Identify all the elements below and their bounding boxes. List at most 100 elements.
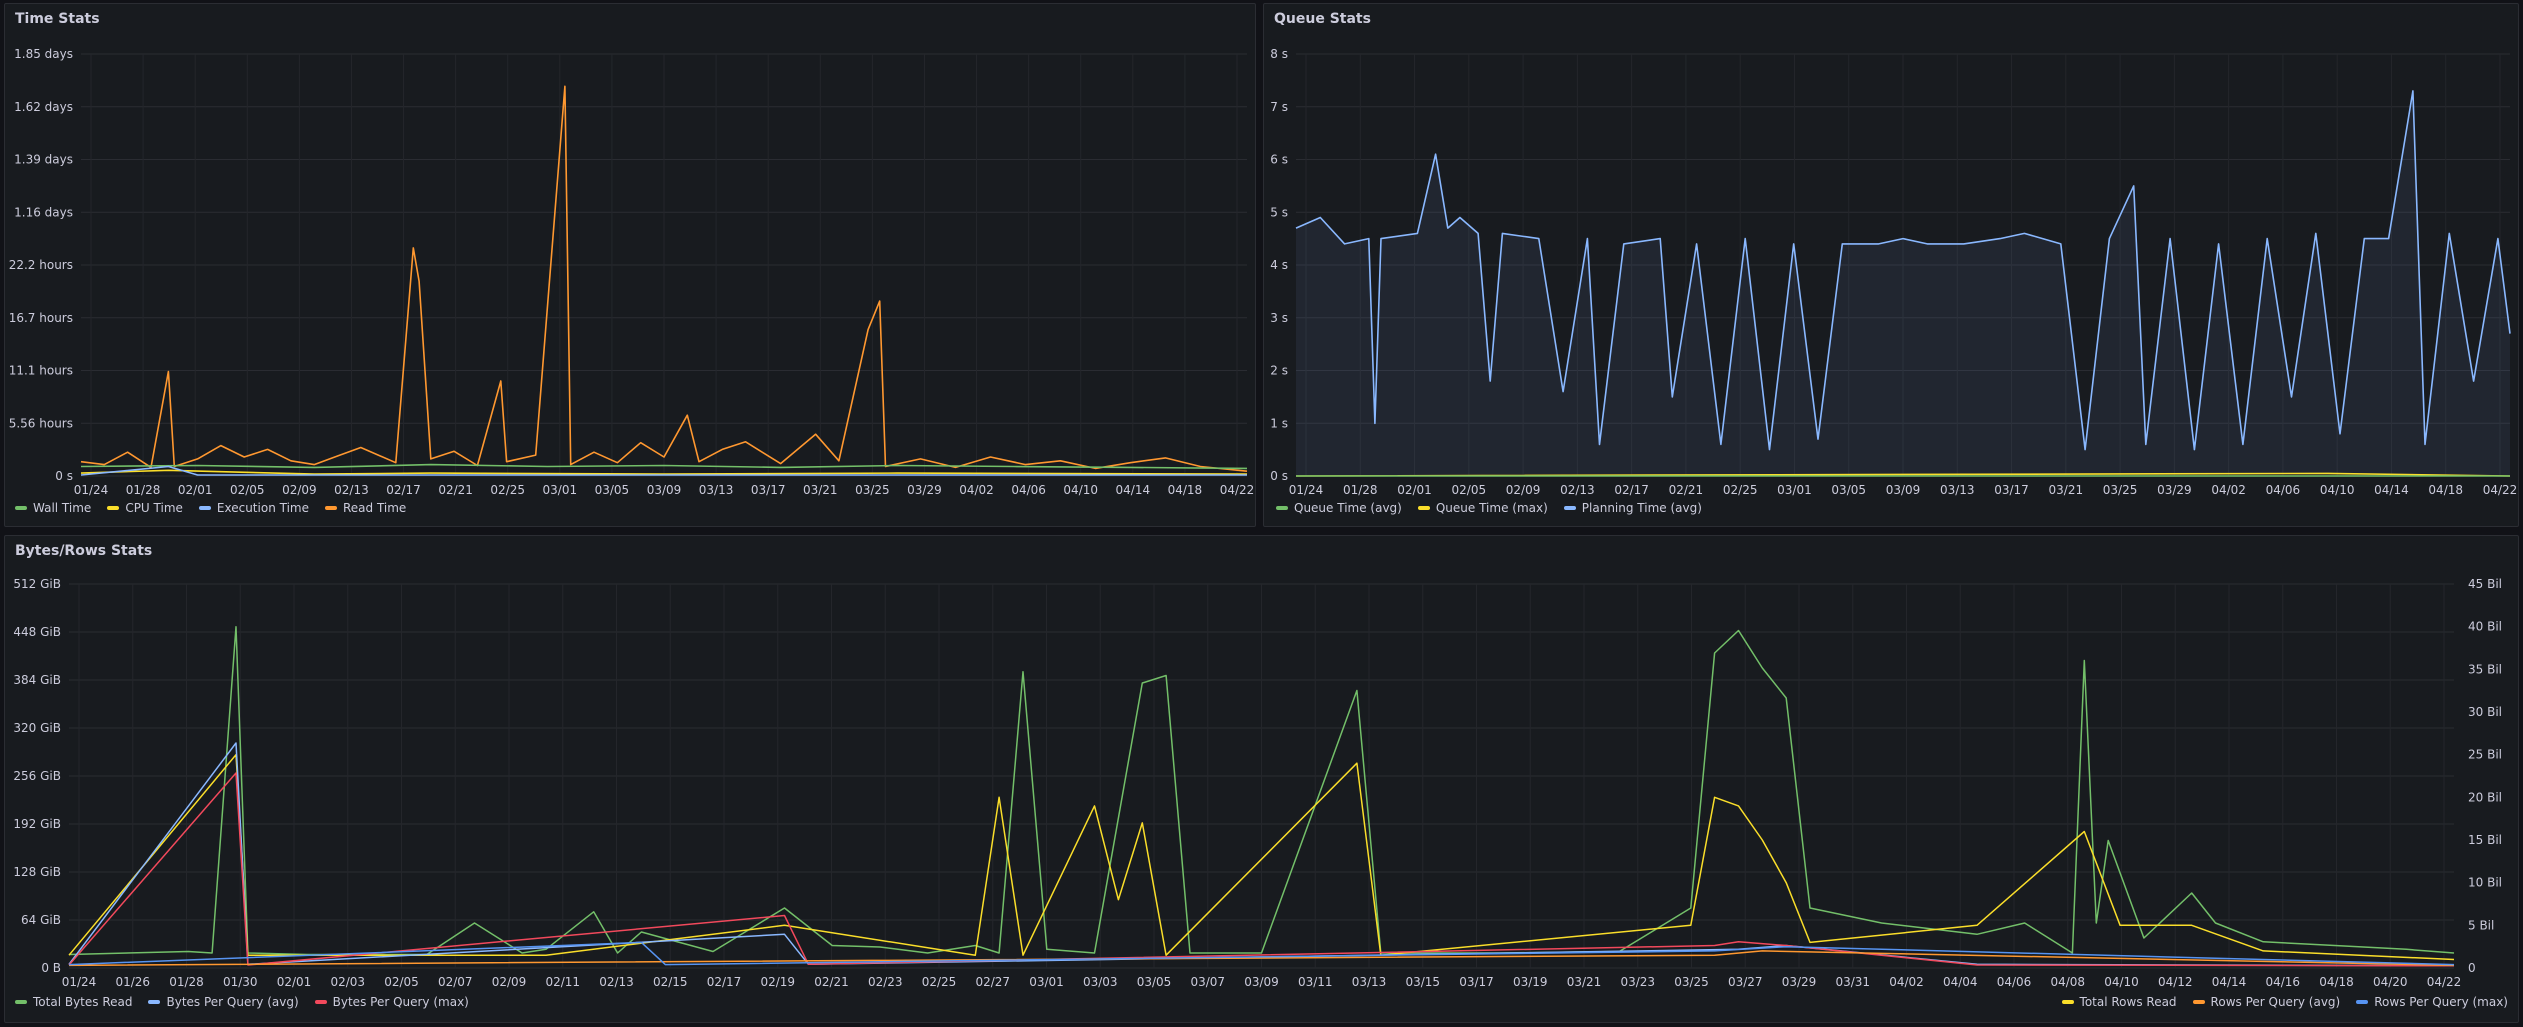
legend-label: Wall Time (33, 501, 92, 515)
legend-item[interactable]: Total Bytes Read (15, 995, 132, 1009)
legend-item[interactable]: Total Rows Read (2061, 995, 2177, 1009)
y-tick-label: 3 s (1270, 311, 1288, 325)
legend-item[interactable]: Planning Time (avg) (1563, 501, 1702, 515)
legend-item[interactable]: Read Time (324, 501, 406, 515)
x-tick-label: 02/09 (492, 975, 527, 989)
y2-tick-label: 25 Bil (2468, 748, 2502, 762)
x-tick-label: 04/20 (2373, 975, 2408, 989)
x-tick-label: 02/21 (438, 483, 473, 497)
queue-stats-chart[interactable]: 0 s 1 s 2 s 3 s 4 s 5 s 6 s 7 s 8 s 01/24 01/28 02/… (1264, 4, 2520, 528)
y2-tick-label: 5 Bil (2468, 918, 2494, 932)
x-tick-label: 04/02 (959, 483, 994, 497)
x-tick-label: 02/17 (1614, 483, 1649, 497)
legend-item[interactable]: Queue Time (avg) (1276, 501, 1402, 515)
y-tick-label: 5.56 hours (9, 416, 73, 430)
legend-item[interactable]: Rows Per Query (max) (2356, 995, 2508, 1009)
series-line (80, 465, 1247, 476)
y-tick-label: 22.2 hours (9, 258, 73, 272)
y-tick-label: 1.16 days (14, 205, 73, 219)
x-tick-label: 04/18 (2319, 975, 2354, 989)
time-stats-chart[interactable]: 0 s 5.56 hours 11.1 hours 16.7 hours 22.2 ho… (5, 4, 1257, 528)
x-tick-label: 04/02 (2211, 483, 2246, 497)
legend-label: CPU Time (125, 501, 183, 515)
y-tick-label: 0 s (55, 469, 73, 483)
x-tick-label: 02/13 (599, 975, 634, 989)
x-tick-label: 03/19 (1513, 975, 1548, 989)
x-tick-label: 02/01 (277, 975, 312, 989)
x-tick-label: 02/03 (330, 975, 365, 989)
y-tick-label: 256 GiB (13, 769, 61, 783)
x-tick-label: 03/07 (1190, 975, 1225, 989)
x-tick-label: 02/27 (975, 975, 1010, 989)
legend-item[interactable]: Bytes Per Query (avg) (148, 995, 299, 1009)
legend-label: Rows Per Query (avg) (2210, 995, 2341, 1009)
series-line (1295, 90, 2511, 451)
series-line (68, 753, 2455, 961)
x-tick-label: 02/07 (438, 975, 473, 989)
legend-item[interactable]: Queue Time (max) (1417, 501, 1548, 515)
y-tick-label: 6 s (1270, 153, 1288, 167)
legend-swatch (15, 1000, 27, 1004)
y2-tick-label: 15 Bil (2468, 833, 2502, 847)
x-tick-label: 02/25 (1723, 483, 1758, 497)
x-tick-label: 01/24 (1289, 483, 1324, 497)
x-tick-label: 03/25 (855, 483, 890, 497)
x-tick-label: 03/01 (543, 483, 578, 497)
y-tick-label: 1 s (1270, 416, 1288, 430)
legend-item[interactable]: Execution Time (198, 501, 309, 515)
x-tick-label: 03/17 (1994, 483, 2029, 497)
x-tick-label: 03/09 (647, 483, 682, 497)
x-tick-label: 03/23 (1620, 975, 1655, 989)
x-tick-label: 03/11 (1298, 975, 1333, 989)
y-tick-label: 64 GiB (21, 913, 61, 927)
x-tick-label: 02/21 (1669, 483, 1704, 497)
legend-item[interactable]: Rows Per Query (avg) (2192, 995, 2341, 1009)
legend-item[interactable]: Wall Time (15, 501, 91, 515)
legend-label: Rows Per Query (max) (2374, 995, 2508, 1009)
x-tick-label: 04/06 (1011, 483, 1046, 497)
legend-item[interactable]: CPU Time (107, 501, 183, 515)
series-line (68, 950, 2455, 967)
y-tick-label: 16.7 hours (9, 311, 73, 325)
legend-item[interactable]: Bytes Per Query (max) (314, 995, 469, 1009)
x-tick-label: 03/21 (803, 483, 838, 497)
panel-title[interactable]: Queue Stats (1274, 11, 1371, 27)
y-tick-label: 448 GiB (13, 625, 61, 639)
y-tick-label: 1.39 days (14, 153, 73, 167)
y-tick-label: 128 GiB (13, 865, 61, 879)
series-line (80, 463, 1248, 470)
x-tick-label: 03/03 (1083, 975, 1118, 989)
legend-label: Bytes Per Query (max) (332, 995, 469, 1009)
legend-label: Queue Time (max) (1435, 501, 1548, 515)
panel-title[interactable]: Time Stats (15, 11, 100, 27)
legend-label: Execution Time (216, 501, 309, 515)
x-tick-label: 02/13 (1560, 483, 1595, 497)
x-tick-label: 04/14 (2212, 975, 2247, 989)
y-tick-label: 5 s (1270, 205, 1288, 219)
x-tick-label: 03/29 (1782, 975, 1817, 989)
x-tick-label: 02/19 (760, 975, 795, 989)
legend-swatch (107, 506, 120, 510)
x-tick-label: 04/16 (2265, 975, 2300, 989)
y2-tick-label: 45 Bil (2468, 577, 2502, 591)
bytes-rows-stats-panel: Bytes/Rows Stats 0 B 64 GiB 128 GiB 192 GiB… (4, 535, 2519, 1023)
legend-label: Total Rows Read (2079, 995, 2177, 1009)
y-tick-label: 192 GiB (13, 817, 61, 831)
bytes-rows-stats-chart[interactable]: 0 B 64 GiB 128 GiB 192 GiB 256 GiB 320 GiB 384… (5, 536, 2520, 1024)
x-tick-label: 03/13 (1940, 483, 1975, 497)
legend-swatch (198, 506, 211, 510)
x-tick-label: 03/25 (2103, 483, 2138, 497)
legend-swatch (2061, 1000, 2074, 1004)
y2-tick-label: 10 Bil (2468, 876, 2502, 890)
series-line (1295, 472, 2511, 477)
x-tick-label: 02/23 (868, 975, 903, 989)
x-tick-label: 02/25 (490, 483, 525, 497)
x-tick-label: 04/08 (2050, 975, 2085, 989)
panel-title[interactable]: Bytes/Rows Stats (15, 543, 153, 559)
legend-swatch (1563, 506, 1576, 510)
x-tick-label: 01/24 (62, 975, 97, 989)
x-tick-label: 03/05 (1137, 975, 1172, 989)
legend-label: Planning Time (avg) (1581, 501, 1702, 515)
bytes-legend: Total Bytes Read Bytes Per Query (avg) Byt… (15, 995, 469, 1009)
